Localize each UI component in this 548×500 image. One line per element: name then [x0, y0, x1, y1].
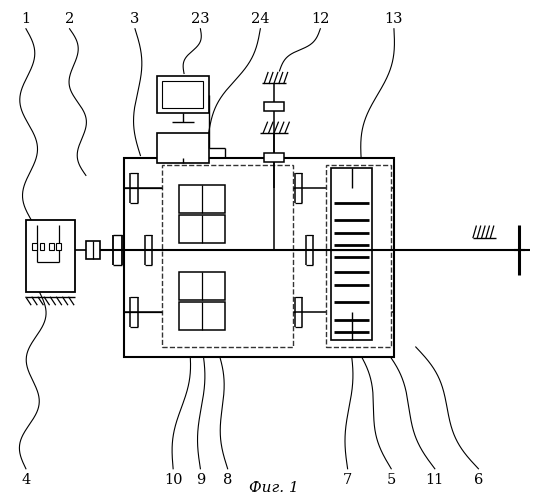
Bar	[179, 186, 225, 212]
Text: 7: 7	[343, 472, 352, 486]
Bar	[26, 220, 75, 292]
Bar	[264, 102, 284, 111]
Bar	[157, 133, 209, 163]
Bar	[157, 76, 209, 114]
Bar	[56, 242, 61, 250]
Text: 24: 24	[251, 12, 270, 26]
Bar	[179, 302, 225, 330]
Text: 6: 6	[474, 472, 483, 486]
Bar	[49, 242, 54, 250]
Text: 9: 9	[196, 472, 205, 486]
Text: 23: 23	[191, 12, 210, 26]
Bar	[86, 241, 100, 259]
Text: 5: 5	[386, 472, 396, 486]
Bar	[331, 168, 372, 340]
Text: Фиг. 1: Фиг. 1	[249, 480, 299, 494]
Bar	[124, 158, 394, 357]
Bar	[32, 242, 37, 250]
Bar	[264, 153, 284, 162]
Bar	[162, 81, 203, 108]
Text: 11: 11	[426, 472, 444, 486]
Bar	[39, 242, 44, 250]
Text: 13: 13	[385, 12, 403, 26]
Bar	[326, 166, 391, 347]
Bar	[179, 272, 225, 299]
Bar	[162, 166, 293, 347]
Text: 1: 1	[21, 12, 31, 26]
Text: 3: 3	[130, 12, 140, 26]
Text: 10: 10	[164, 472, 182, 486]
Text: 8: 8	[223, 472, 232, 486]
Text: 2: 2	[65, 12, 74, 26]
Bar	[179, 215, 225, 242]
Text: 12: 12	[311, 12, 329, 26]
Text: 4: 4	[21, 472, 31, 486]
